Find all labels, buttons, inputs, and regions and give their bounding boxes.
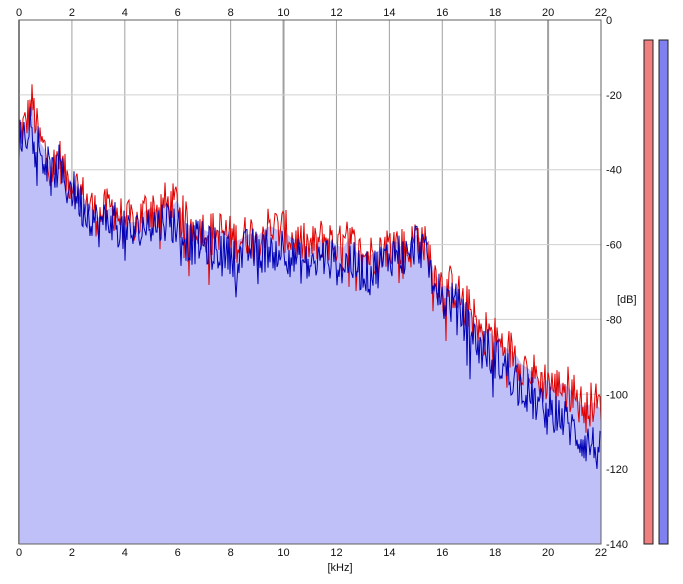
y-tick-2: -40 <box>606 165 622 177</box>
x-tick-bottom-8: 16 <box>436 547 448 559</box>
x-tick-labels-top: 0 2 4 6 8 10 12 14 16 18 20 22 <box>16 7 607 19</box>
x-tick-bottom-7: 14 <box>383 547 395 559</box>
x-tick-top-11: 22 <box>595 7 607 19</box>
level-meter-left <box>643 39 654 545</box>
x-tick-bottom-4: 8 <box>228 547 234 559</box>
x-tick-top-6: 12 <box>330 7 342 19</box>
y-tick-5: -100 <box>606 389 628 401</box>
x-tick-top-10: 20 <box>542 7 554 19</box>
y-tick-labels: 0 -20 -40 -60 -80 -100 -120 -140 <box>606 15 628 551</box>
x-tick-bottom-3: 6 <box>175 547 181 559</box>
y-tick-1: -20 <box>606 90 622 102</box>
y-tick-6: -120 <box>606 464 628 476</box>
x-tick-top-3: 6 <box>175 7 181 19</box>
series-layer <box>18 84 602 469</box>
x-tick-bottom-6: 12 <box>330 547 342 559</box>
level-meter-right <box>658 39 669 545</box>
x-tick-bottom-1: 2 <box>69 547 75 559</box>
x-tick-top-8: 16 <box>436 7 448 19</box>
x-tick-bottom-11: 22 <box>595 547 607 559</box>
x-tick-top-9: 18 <box>489 7 501 19</box>
x-tick-top-5: 10 <box>277 7 289 19</box>
x-tick-top-0: 0 <box>16 7 22 19</box>
x-tick-bottom-10: 20 <box>542 547 554 559</box>
y-tick-0: 0 <box>606 15 612 27</box>
y-axis-label: [dB] <box>617 294 637 306</box>
x-tick-bottom-9: 18 <box>489 547 501 559</box>
x-tick-bottom-2: 4 <box>122 547 128 559</box>
series-line-right <box>18 107 602 469</box>
y-tick-4: -80 <box>606 314 622 326</box>
x-tick-top-2: 4 <box>122 7 128 19</box>
spectrum-area <box>19 106 601 544</box>
plot-frame <box>18 19 602 545</box>
x-tick-labels-bottom: 0 2 4 6 8 10 12 14 16 18 20 22 <box>16 547 607 559</box>
x-tick-bottom-5: 10 <box>277 547 289 559</box>
y-tick-3: -60 <box>606 240 622 252</box>
x-tick-top-1: 2 <box>69 7 75 19</box>
x-tick-bottom-0: 0 <box>16 547 22 559</box>
x-tick-top-7: 14 <box>383 7 395 19</box>
x-tick-top-4: 8 <box>228 7 234 19</box>
x-axis-label: [kHz] <box>327 562 352 574</box>
level-meters <box>643 39 669 545</box>
y-tick-7: -140 <box>606 539 628 551</box>
